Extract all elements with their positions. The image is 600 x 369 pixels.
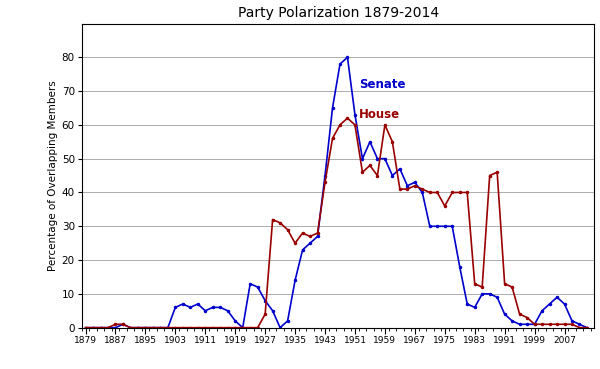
Text: Senate: Senate xyxy=(359,78,405,91)
Text: House: House xyxy=(359,108,400,121)
Title: Party Polarization 1879-2014: Party Polarization 1879-2014 xyxy=(238,6,439,20)
Y-axis label: Percentage of Overlapping Members: Percentage of Overlapping Members xyxy=(47,80,58,271)
